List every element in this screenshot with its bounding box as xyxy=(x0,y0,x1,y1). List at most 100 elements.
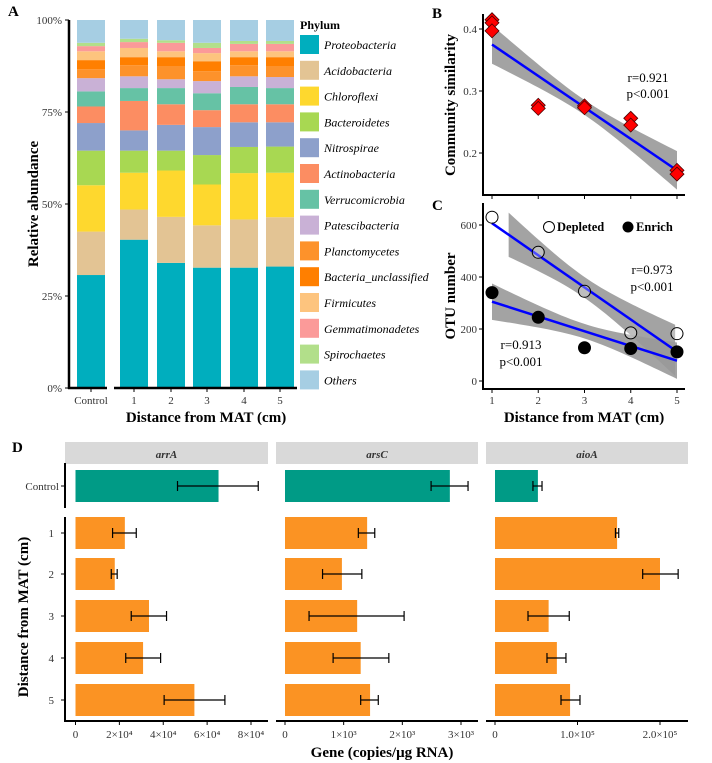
c-data-point-depleted xyxy=(578,284,591,298)
legend-depleted-marker xyxy=(543,221,555,233)
bar-segment-others xyxy=(266,20,294,41)
bar-segment-planctomycetes xyxy=(193,71,221,82)
bar-segment-gemmatimonadetes xyxy=(157,42,185,52)
legend-swatch xyxy=(300,164,319,183)
bar-segment-verrucomicrobia xyxy=(120,88,148,101)
bar-aioA-2 xyxy=(495,558,660,590)
bar-segment-chloroflexi xyxy=(230,173,258,220)
legend-swatch xyxy=(300,318,319,338)
legend-label: Patescibacteria xyxy=(323,219,399,233)
legend-label: Chloroflexi xyxy=(324,90,378,104)
bar-segment-spirochaetes xyxy=(77,42,105,47)
d-x-tick-label: 0 xyxy=(282,729,288,741)
bar-aioA-control xyxy=(495,470,538,502)
bar-segment-nitrospirae xyxy=(193,127,221,156)
facet-strip-label: arsC xyxy=(366,449,388,461)
bar-segment-others xyxy=(193,20,221,43)
c-data-point-enrich xyxy=(578,341,591,355)
a-xlabel: Distance from MAT (cm) xyxy=(126,410,286,426)
c-annotation-enrich-p: p<0.001 xyxy=(499,354,542,369)
bar-aioA-5 xyxy=(495,684,571,716)
legend-swatch xyxy=(300,215,319,235)
c-x-tick-label: 3 xyxy=(582,395,588,407)
b-y-tick-label: 0.2 xyxy=(463,148,477,160)
bar-segment-bacteroidetes xyxy=(77,150,105,186)
a-ylabel: Relative abundance xyxy=(26,141,42,268)
bar-segment-actinobacteria xyxy=(157,104,185,125)
d-x-tick-label: 1.0×10⁵ xyxy=(560,729,595,741)
a-y-tick-label: 100% xyxy=(36,15,62,27)
bar-segment-gemmatimonadetes xyxy=(230,43,258,52)
bar-segment-actinobacteria xyxy=(193,110,221,128)
bar-segment-verrucomicrobia xyxy=(77,91,105,107)
bar-segment-patescibacteria xyxy=(77,78,105,92)
legend-label: Spirochaetes xyxy=(324,348,386,362)
panel-label-b: B xyxy=(432,6,442,22)
bar-segment-planctomycetes xyxy=(120,65,148,77)
bar-segment-firmicutes xyxy=(77,51,105,61)
bar-segment-firmicutes xyxy=(193,53,221,62)
bar-arsC-1 xyxy=(285,517,368,549)
panel-label-a: A xyxy=(8,4,19,20)
b-ylabel: Community similarity xyxy=(443,33,459,176)
c-data-point-enrich xyxy=(485,286,499,300)
d-y-tick-label: 3 xyxy=(49,611,55,623)
bar-segment-bacteroidetes xyxy=(193,155,221,185)
bar-segment-patescibacteria xyxy=(193,81,221,94)
c-x-tick-label: 5 xyxy=(674,395,680,407)
a-legend-title: Phylum xyxy=(300,18,340,32)
facet-strip-label: arrA xyxy=(156,449,177,461)
a-x-tick-label: 2 xyxy=(168,395,174,407)
bar-aioA-1 xyxy=(495,517,618,549)
bar-segment-bacteria_unclassified xyxy=(193,61,221,72)
bar-segment-planctomycetes xyxy=(157,66,185,80)
d-x-tick-label: 1×10³ xyxy=(331,729,358,741)
bar-segment-others xyxy=(230,20,258,41)
bar-segment-acidobacteria xyxy=(157,216,185,263)
d-x-tick-label: 0 xyxy=(73,729,79,741)
bar-arsC-5 xyxy=(285,684,371,716)
bar-segment-nitrospirae xyxy=(266,122,294,147)
d-x-tick-label: 3×10³ xyxy=(448,729,475,741)
a-x-tick-label: 4 xyxy=(241,395,247,407)
bar-segment-proteobacteria xyxy=(77,275,105,388)
bar-segment-firmicutes xyxy=(157,51,185,58)
legend-swatch xyxy=(300,344,319,364)
d-x-tick-label: 8×10⁴ xyxy=(238,729,265,741)
legend-swatch xyxy=(300,60,319,80)
legend-swatch xyxy=(300,370,319,390)
d-x-tick-label: 2.0×10⁵ xyxy=(643,729,678,741)
c-x-tick-label: 1 xyxy=(489,395,495,407)
legend-label: Firmicutes xyxy=(323,296,376,310)
d-x-tick-label: 0 xyxy=(492,729,498,741)
bar-segment-nitrospirae xyxy=(77,123,105,151)
bar-segment-acidobacteria xyxy=(77,231,105,276)
b-data-point xyxy=(669,166,685,182)
c-ylabel: OTU number xyxy=(443,252,459,339)
bar-segment-verrucomicrobia xyxy=(193,93,221,111)
c-data-point-enrich xyxy=(531,310,545,324)
bar-segment-chloroflexi xyxy=(157,170,185,217)
bar-segment-gemmatimonadetes xyxy=(266,43,294,52)
bar-segment-spirochaetes xyxy=(266,40,294,44)
bar-segment-proteobacteria xyxy=(266,266,294,388)
facet-strip-aioA xyxy=(486,442,688,464)
legend-swatch xyxy=(300,241,319,261)
bar-segment-gemmatimonadetes xyxy=(120,42,148,48)
bar-segment-bacteroidetes xyxy=(157,150,185,171)
bar-segment-spirochaetes xyxy=(193,42,221,48)
bar-segment-spirochaetes xyxy=(120,38,148,43)
bar-segment-acidobacteria xyxy=(193,225,221,268)
legend-label: Proteobacteria xyxy=(323,38,396,52)
legend-swatch xyxy=(300,267,319,287)
legend-enrich-label: Enrich xyxy=(636,220,673,234)
bar-segment-actinobacteria xyxy=(230,104,258,123)
c-confidence-band-depleted xyxy=(508,212,676,376)
legend-depleted-label: Depleted xyxy=(557,220,604,234)
legend-swatch xyxy=(300,189,319,209)
a-x-tick-label: Control xyxy=(74,395,108,407)
bar-segment-patescibacteria xyxy=(157,79,185,89)
c-y-tick-label: 400 xyxy=(461,272,478,284)
c-fit-line-enrich xyxy=(491,300,678,362)
